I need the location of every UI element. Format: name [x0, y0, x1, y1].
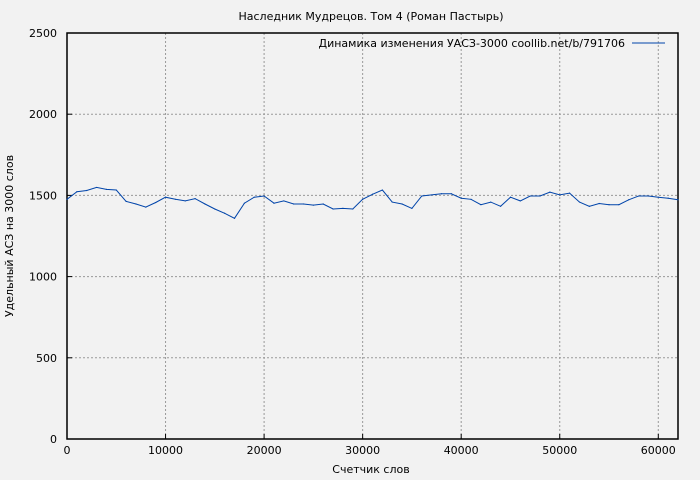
- data-point: [371, 193, 374, 195]
- data-point: [224, 212, 226, 214]
- data-point: [233, 217, 236, 219]
- data-point: [411, 207, 413, 209]
- data-point: [519, 200, 521, 202]
- data-point: [95, 186, 98, 189]
- y-axis-label: Удельный АСЗ на 3000 слов: [3, 155, 16, 317]
- y-tick-label: 500: [36, 352, 57, 365]
- data-point: [293, 203, 295, 205]
- data-point: [164, 196, 167, 198]
- y-tick-label: 2000: [29, 108, 57, 121]
- y-axis: 0 500 1000 1500 2000 2500: [29, 27, 72, 446]
- data-point: [539, 195, 541, 197]
- data-point: [312, 204, 314, 206]
- data-point: [155, 201, 157, 204]
- data-point: [283, 200, 285, 202]
- data-point: [568, 192, 571, 194]
- chart-title: Наследник Мудрецов. Том 4 (Роман Пастырь…: [238, 10, 503, 23]
- data-point: [598, 202, 600, 205]
- data-point: [500, 205, 502, 207]
- data-point: [194, 198, 196, 200]
- data-point: [549, 191, 551, 193]
- data-point: [490, 201, 492, 203]
- data-point: [401, 203, 403, 205]
- data-point: [322, 203, 324, 205]
- plot-frame: [66, 32, 679, 440]
- data-point: [677, 199, 679, 201]
- data-point: [480, 204, 482, 206]
- data-point: [342, 207, 344, 209]
- x-tick-label: 10000: [148, 444, 183, 457]
- x-axis-label: Счетчик слов: [332, 463, 409, 476]
- data-point: [440, 193, 443, 195]
- data-point: [66, 198, 68, 200]
- data-point: [362, 198, 364, 200]
- x-tick-label: 20000: [247, 444, 282, 457]
- data-point: [302, 203, 305, 205]
- series-line: [66, 186, 679, 219]
- data-point: [391, 201, 393, 203]
- data-point: [332, 208, 334, 210]
- data-point: [421, 195, 423, 197]
- data-point: [618, 204, 620, 206]
- y-tick-label: 2500: [29, 27, 57, 40]
- data-point: [608, 204, 610, 206]
- x-tick-label: 50000: [542, 444, 577, 457]
- grid: [67, 33, 678, 439]
- data-point: [431, 194, 433, 196]
- data-point: [352, 208, 354, 210]
- x-tick-label: 40000: [444, 444, 479, 457]
- y-tick-label: 1500: [29, 189, 57, 202]
- x-axis: 0 10000 20000 30000 40000 50000 60000: [64, 434, 676, 457]
- y-tick-label: 0: [50, 433, 57, 446]
- legend-label: Динамика изменения УАСЗ-3000 coollib.net…: [319, 37, 626, 50]
- data-point: [135, 203, 137, 205]
- data-point: [273, 202, 275, 204]
- data-point: [381, 189, 383, 191]
- data-point: [450, 193, 452, 195]
- data-point: [115, 189, 117, 191]
- data-point: [667, 197, 669, 199]
- data-point: [214, 208, 216, 210]
- data-point: [460, 197, 462, 199]
- data-point: [529, 195, 531, 197]
- data-point: [174, 198, 177, 200]
- data-point: [509, 196, 512, 198]
- data-point: [184, 200, 186, 202]
- y-tick-label: 1000: [29, 271, 57, 284]
- data-point: [470, 198, 472, 200]
- series-points: [66, 186, 679, 219]
- x-tick-label: 0: [64, 444, 71, 457]
- data-point: [628, 199, 630, 201]
- data-point: [105, 188, 108, 190]
- data-point: [253, 196, 255, 198]
- data-point: [125, 200, 127, 203]
- data-point: [145, 206, 147, 208]
- data-point: [204, 203, 206, 205]
- data-point: [243, 202, 245, 204]
- data-point: [263, 195, 265, 197]
- data-point: [76, 191, 78, 193]
- data-point: [657, 196, 659, 198]
- data-point: [588, 205, 590, 207]
- data-point: [86, 189, 88, 192]
- data-point: [578, 201, 581, 203]
- x-tick-label: 60000: [641, 444, 676, 457]
- data-point: [647, 195, 650, 197]
- data-point: [559, 194, 561, 196]
- data-point: [637, 195, 640, 197]
- x-tick-label: 30000: [345, 444, 380, 457]
